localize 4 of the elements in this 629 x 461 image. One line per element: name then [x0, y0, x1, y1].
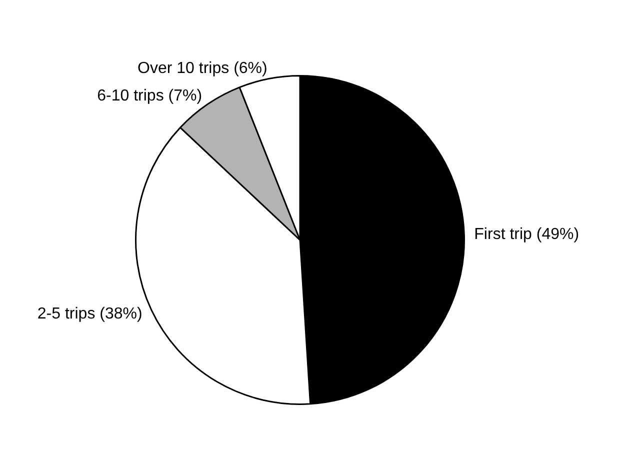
slice-label: 6-10 trips (7%) [97, 87, 202, 104]
slice-label: Over 10 trips (6%) [138, 60, 268, 78]
slice-label: 2-5 trips (38%) [37, 306, 142, 323]
slice-label: First trip (49%) [474, 226, 580, 243]
